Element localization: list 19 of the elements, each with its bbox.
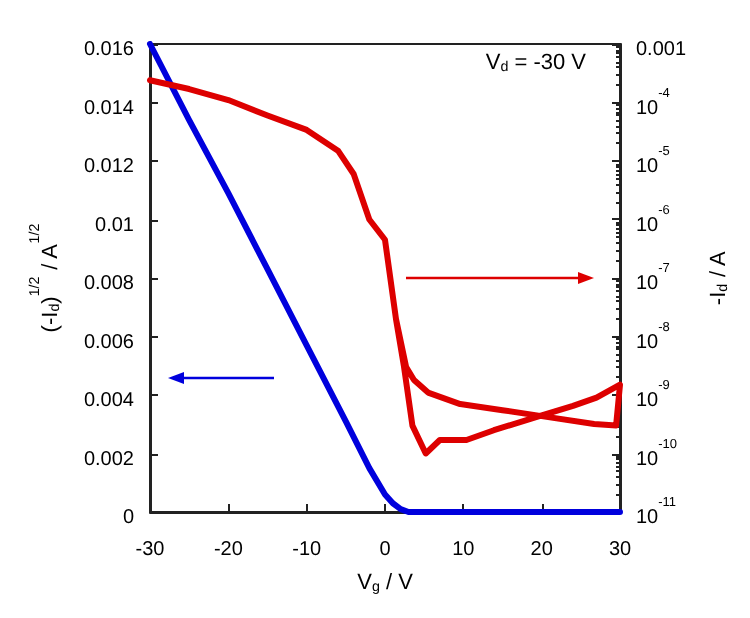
y2-tick-label: 0.001 <box>636 39 687 61</box>
x-tick-label: -10 <box>292 539 322 561</box>
y-tick-label: 0.006 <box>83 331 135 354</box>
y-tick-label: 0.014 <box>83 97 135 120</box>
y-tick-label: 0.002 <box>83 448 135 471</box>
y-tick-label: 0.004 <box>83 390 135 412</box>
line-series <box>147 41 623 515</box>
x-tick-label: 30 <box>608 539 632 561</box>
x-tick-label: 10 <box>452 539 476 561</box>
y-tick-label: 0.008 <box>83 273 135 295</box>
y-tick-label: 0.01 <box>95 214 135 237</box>
x-tick-label: 0 <box>379 539 392 561</box>
y-tick-label: 0.012 <box>83 156 135 178</box>
x-tick-label: 20 <box>530 539 554 561</box>
line-series <box>147 77 623 457</box>
y-tick-label: 0 <box>122 507 135 529</box>
y-tick-label: 0.016 <box>83 39 135 61</box>
x-tick-label: -20 <box>213 539 244 561</box>
x-tick-label: -30 <box>135 539 166 561</box>
